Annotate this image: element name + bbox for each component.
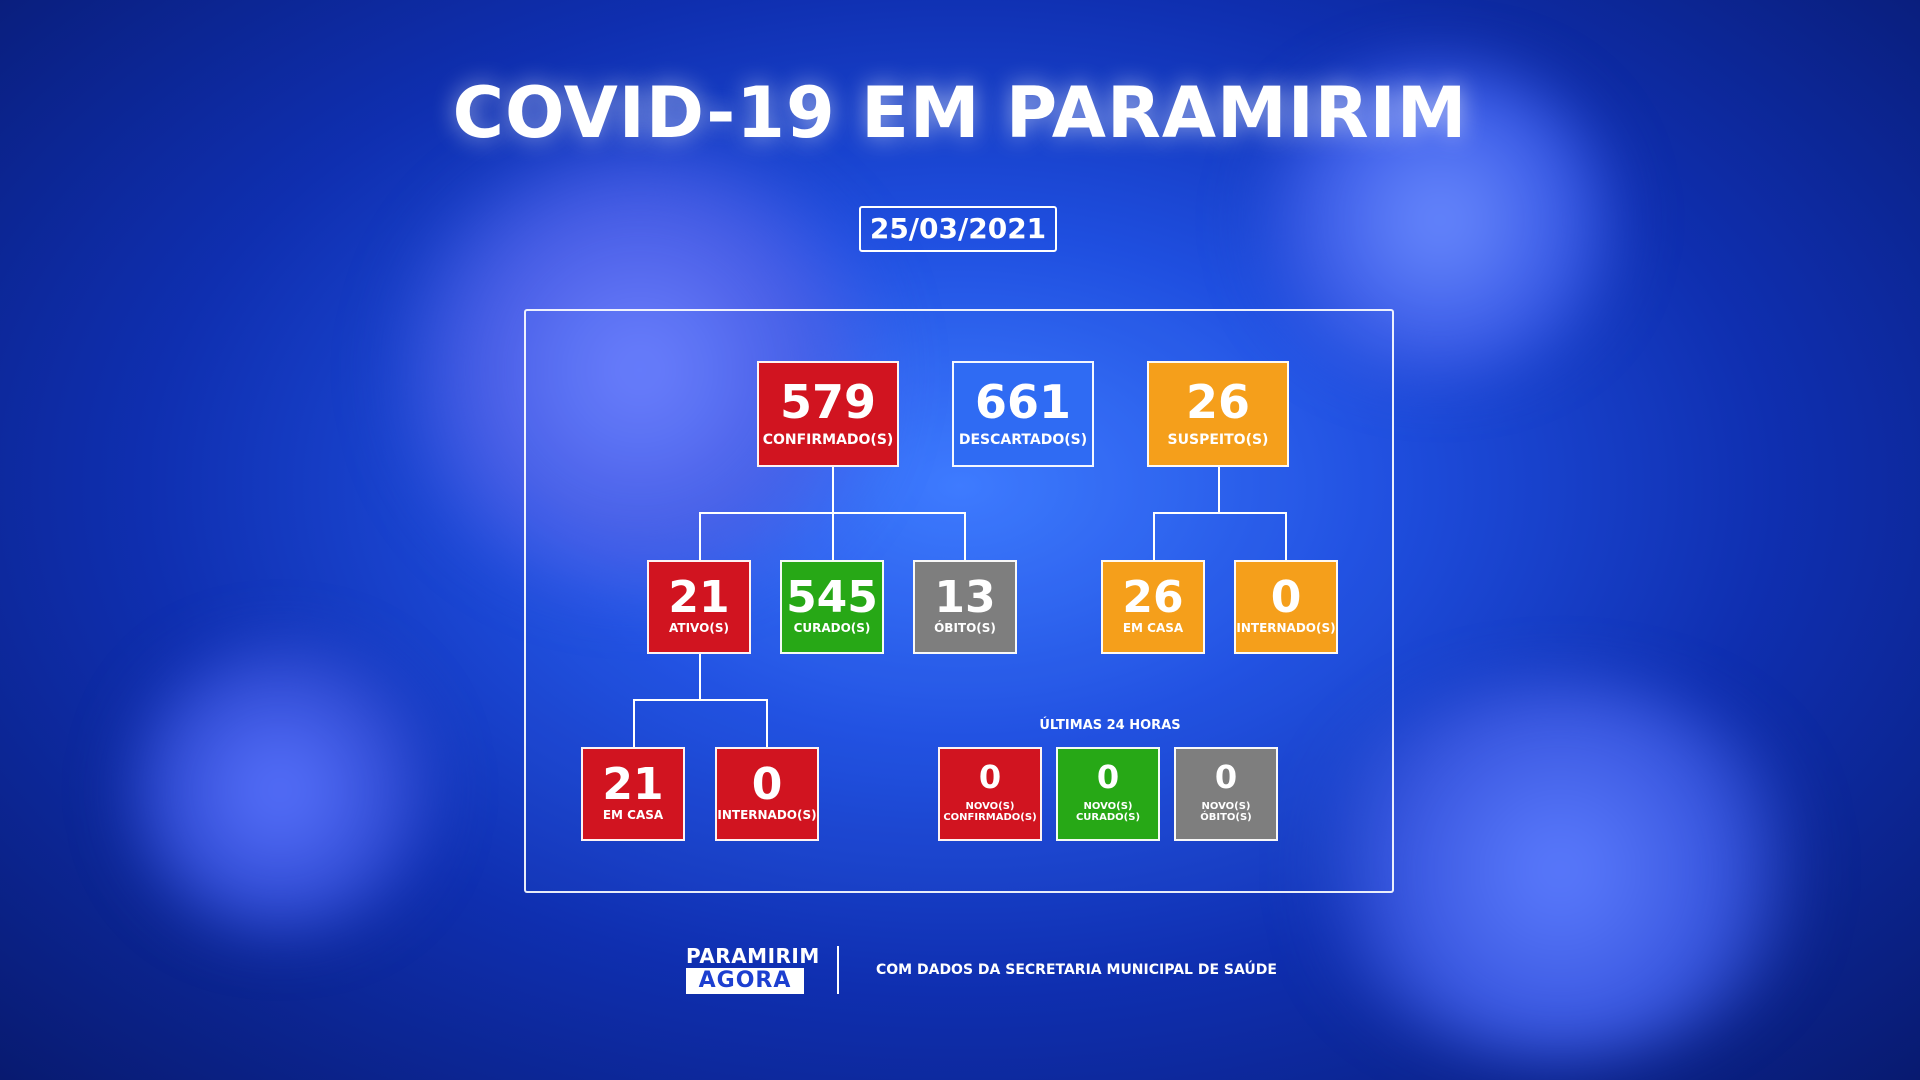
deaths-label: ÓBITO(S) — [934, 621, 996, 635]
active-home-value: 21 — [602, 759, 664, 810]
cured-value: 545 — [786, 572, 878, 623]
new-deaths-label-line1: NOVO(S) — [1201, 801, 1251, 812]
last24-heading: ÚLTIMAS 24 HORAS — [1039, 718, 1181, 733]
new-deaths-label: NOVO(S) ÓBITO(S) — [1176, 801, 1276, 823]
suspected-value: 26 — [1185, 375, 1250, 429]
connector-line — [633, 699, 635, 747]
active-home-card: 21 EM CASA — [581, 747, 685, 841]
active-label: ATIVO(S) — [669, 621, 729, 635]
active-hospital-label: INTERNADO(S) — [717, 808, 817, 822]
connector-line — [832, 512, 834, 560]
discarded-card: 661 DESCARTADO(S) — [952, 361, 1094, 467]
new-confirmed-label-line2: CONFIRMADO(S) — [943, 812, 1037, 823]
new-cured-label-line2: CURADO(S) — [1075, 812, 1141, 823]
confirmed-label: CONFIRMADO(S) — [762, 432, 894, 448]
new-deaths-value: 0 — [1214, 758, 1238, 796]
connector-line — [633, 699, 768, 701]
virus-illustration-small — [120, 640, 440, 940]
new-cured-card: 0 NOVO(S) CURADO(S) — [1056, 747, 1160, 841]
confirmed-card: 579 CONFIRMADO(S) — [757, 361, 899, 467]
date-badge: 25/03/2021 — [859, 206, 1057, 252]
connector-line — [766, 699, 768, 747]
connector-line — [964, 512, 966, 560]
new-confirmed-label-line1: NOVO(S) — [965, 801, 1015, 812]
new-deaths-label-line2: ÓBITO(S) — [1200, 812, 1252, 823]
connector-line — [1285, 512, 1287, 560]
new-cured-label: NOVO(S) CURADO(S) — [1058, 801, 1158, 823]
discarded-label: DESCARTADO(S) — [958, 432, 1088, 448]
new-cured-label-line1: NOVO(S) — [1083, 801, 1133, 812]
paramirim-agora-logo: PARAMIRIM AGORA — [686, 944, 820, 994]
new-confirmed-value: 0 — [978, 758, 1002, 796]
logo-bottom-text: AGORA — [686, 968, 804, 994]
new-confirmed-card: 0 NOVO(S) CONFIRMADO(S) — [938, 747, 1042, 841]
discarded-value: 661 — [974, 375, 1072, 429]
logo-top-text: PARAMIRIM — [686, 944, 820, 968]
virus-illustration-bottom-right — [1300, 680, 1820, 1060]
connector-line — [832, 467, 834, 513]
active-hospital-card: 0 INTERNADO(S) — [715, 747, 819, 841]
suspected-card: 26 SUSPEITO(S) — [1147, 361, 1289, 467]
active-card: 21 ATIVO(S) — [647, 560, 751, 654]
suspected-home-label: EM CASA — [1122, 621, 1184, 635]
cured-label: CURADO(S) — [793, 621, 871, 635]
new-confirmed-label: NOVO(S) CONFIRMADO(S) — [940, 801, 1040, 823]
new-cured-value: 0 — [1096, 758, 1120, 796]
active-value: 21 — [668, 572, 730, 623]
deaths-card: 13 ÓBITO(S) — [913, 560, 1017, 654]
deaths-value: 13 — [934, 572, 996, 623]
suspected-hospital-label: INTERNADO(S) — [1236, 621, 1336, 635]
virus-illustration-right — [1250, 60, 1630, 380]
suspected-home-value: 26 — [1122, 572, 1184, 623]
connector-line — [1153, 512, 1287, 514]
confirmed-value: 579 — [779, 375, 877, 429]
data-source-text: COM DADOS DA SECRETARIA MUNICIPAL DE SAÚ… — [876, 962, 1277, 978]
cured-card: 545 CURADO(S) — [780, 560, 884, 654]
page-title: COVID-19 EM PARAMIRIM — [452, 72, 1468, 154]
suspected-hospital-value: 0 — [1270, 572, 1302, 623]
connector-line — [699, 654, 701, 700]
suspected-hospital-card: 0 INTERNADO(S) — [1234, 560, 1338, 654]
connector-line — [1218, 467, 1220, 513]
active-home-label: EM CASA — [602, 808, 664, 822]
connector-line — [1153, 512, 1155, 560]
footer-divider — [837, 946, 839, 994]
connector-line — [699, 512, 701, 560]
new-deaths-card: 0 NOVO(S) ÓBITO(S) — [1174, 747, 1278, 841]
suspected-label: SUSPEITO(S) — [1167, 432, 1269, 448]
suspected-home-card: 26 EM CASA — [1101, 560, 1205, 654]
active-hospital-value: 0 — [751, 759, 783, 810]
